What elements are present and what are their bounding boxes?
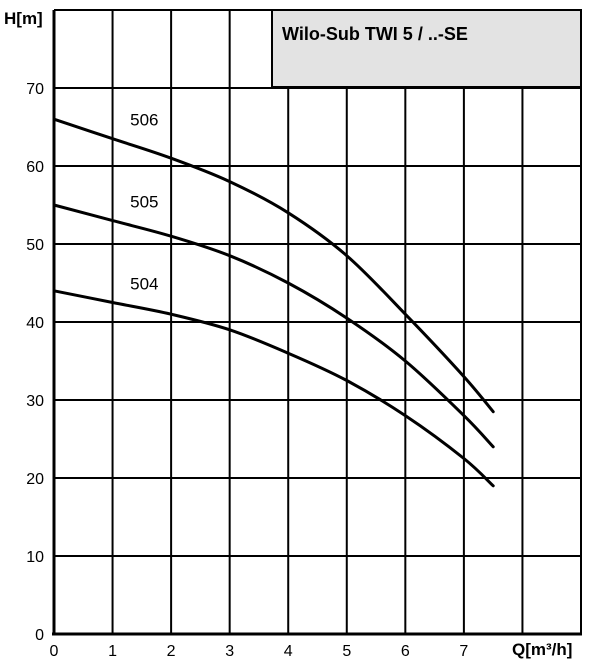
- x-axis-title: Q[m³/h]: [512, 640, 572, 659]
- y-tick-label: 70: [26, 81, 44, 98]
- chart-title: Wilo-Sub TWI 5 / ..-SE: [282, 24, 468, 44]
- y-tick-label: 30: [26, 393, 44, 410]
- curve-label-504: 504: [130, 275, 158, 294]
- curve-label-506: 506: [130, 111, 158, 130]
- x-tick-label: 6: [401, 643, 410, 660]
- x-tick-label: 0: [50, 643, 59, 660]
- grid: [52, 9, 582, 636]
- x-tick-label: 3: [225, 643, 234, 660]
- x-tick-label: 5: [342, 643, 351, 660]
- y-tick-label: 20: [26, 471, 44, 488]
- curve-label-505: 505: [130, 193, 158, 212]
- x-tick-label: 1: [108, 643, 117, 660]
- x-tick-label: 2: [167, 643, 176, 660]
- curve-505: [52, 203, 495, 449]
- x-tick-label: 7: [459, 643, 468, 660]
- curve-506: [52, 117, 495, 414]
- title-box: [271, 9, 582, 88]
- y-tick-label: 0: [35, 627, 44, 644]
- y-axis-title: H[m]: [4, 9, 43, 28]
- y-tick-label: 40: [26, 315, 44, 332]
- y-tick-label: 60: [26, 159, 44, 176]
- x-tick-label: 4: [284, 643, 293, 660]
- y-tick-label: 50: [26, 237, 44, 254]
- curves: [52, 117, 495, 488]
- curve-labels: 506 505 504: [130, 111, 158, 294]
- y-tick-label: 10: [26, 549, 44, 566]
- curve-504: [52, 289, 495, 488]
